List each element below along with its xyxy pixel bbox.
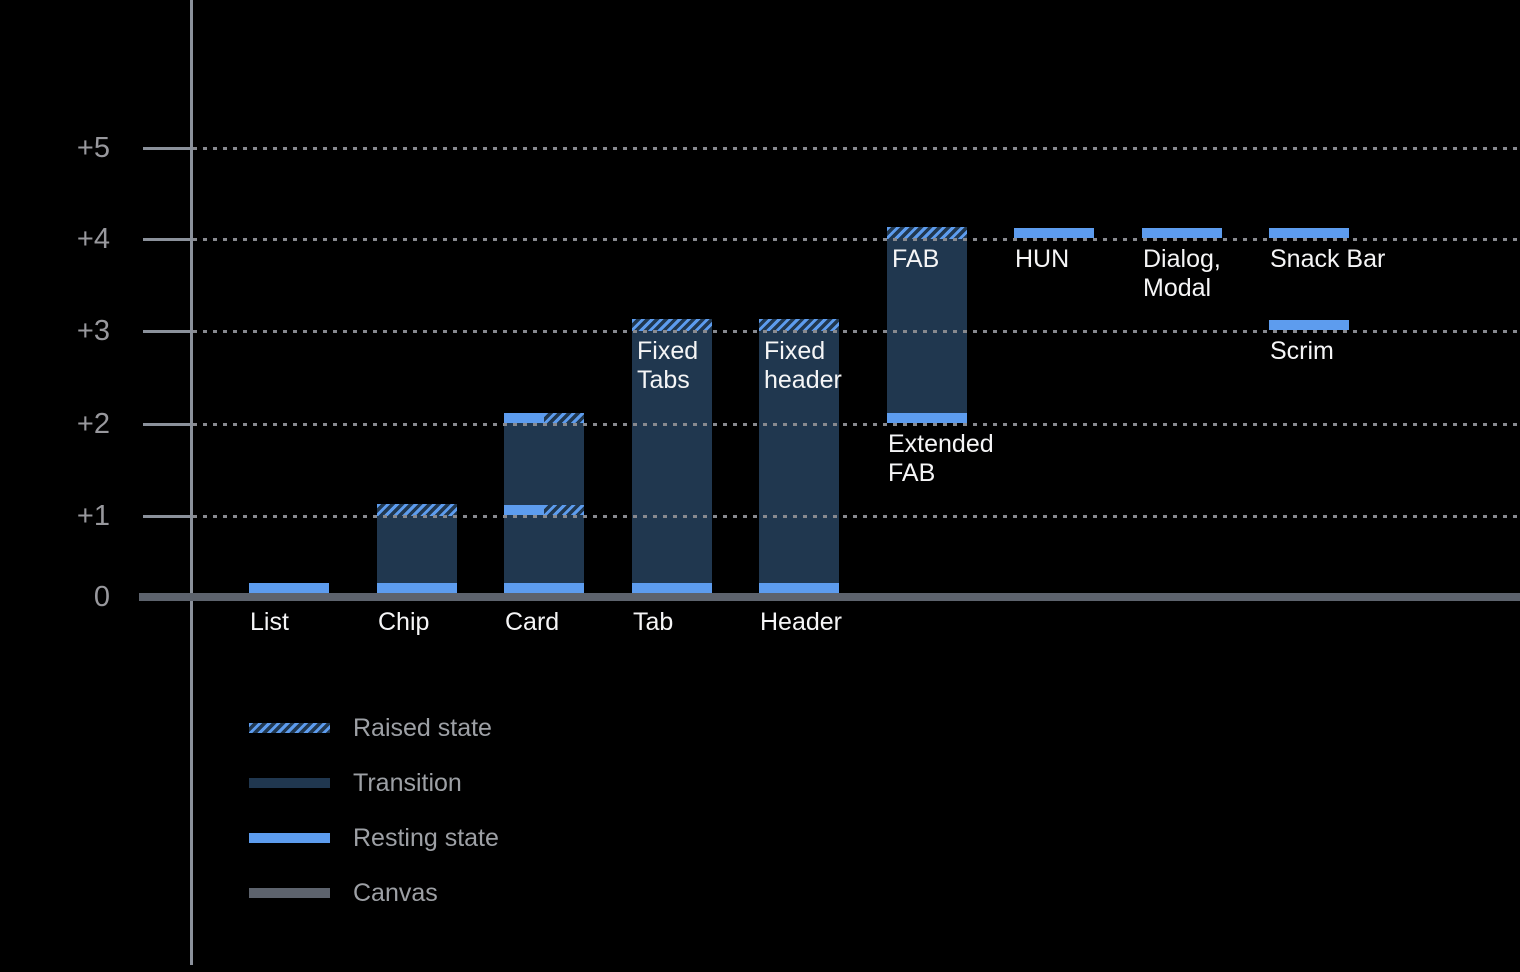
bar-header-transition	[759, 331, 839, 583]
inner-label-tab: Fixed Tabs	[637, 337, 699, 394]
tick-label-+5: +5	[76, 132, 110, 164]
raised-half	[544, 505, 584, 515]
bar-card-resting	[504, 583, 584, 593]
tick-mark-+5	[143, 147, 190, 150]
legend-item-transition: Transition	[249, 768, 499, 798]
bar-card-transition	[504, 423, 584, 583]
axis-label-header: Header	[760, 608, 842, 636]
bar-scrim-resting	[1269, 320, 1349, 330]
bar-fab-transition	[887, 239, 967, 413]
legend-label-canvas: Canvas	[353, 878, 438, 907]
tick-label-+4: +4	[76, 223, 110, 255]
bar-chip-resting	[377, 583, 457, 593]
bar-card-resting-raised	[504, 413, 584, 423]
tick-label-+2: +2	[76, 408, 110, 440]
resting-half	[504, 505, 544, 515]
transition-swatch	[249, 778, 330, 788]
bar-header-raised	[759, 319, 839, 331]
raised-half	[544, 413, 584, 423]
bar-tab-raised	[632, 319, 712, 331]
inner-label-fab: FAB	[892, 245, 940, 273]
bar-chip-raised	[377, 504, 457, 516]
bar-card-resting-raised	[504, 505, 584, 515]
tick-mark-+3	[143, 330, 190, 333]
tick-mark-+2	[143, 423, 190, 426]
below-label-fab: Extended FAB	[888, 430, 994, 487]
inner-label-header: Fixed header	[764, 337, 842, 394]
bar-chip-transition	[377, 516, 457, 583]
bar-dialog-modal-resting	[1142, 228, 1222, 238]
axis-label-tab: Tab	[633, 608, 674, 636]
legend-item-raised-state: Raised state	[249, 713, 499, 743]
legend-item-resting-state: Resting state	[249, 823, 499, 853]
y-axis-line	[190, 0, 193, 965]
bar-header-resting	[759, 583, 839, 593]
tick-mark-+1	[143, 515, 190, 518]
resting-state-swatch	[249, 833, 330, 843]
tick-mark-+4	[143, 238, 190, 241]
legend-label-transition: Transition	[353, 768, 462, 797]
tick-label-+1: +1	[76, 500, 110, 532]
canvas-baseline	[139, 593, 1520, 601]
axis-label-chip: Chip	[378, 608, 430, 636]
gridline-+2	[193, 423, 1520, 426]
bar-hun-resting	[1014, 228, 1094, 238]
under-label-scrim: Scrim	[1270, 337, 1334, 365]
gridline-+3	[193, 330, 1520, 333]
legend-label-raised-state: Raised state	[353, 713, 492, 742]
bar-fab-raised	[887, 227, 967, 239]
bar-list-resting	[249, 583, 329, 593]
legend-label-resting-state: Resting state	[353, 823, 499, 852]
gridline-+5	[193, 147, 1520, 150]
bar-tab-resting	[632, 583, 712, 593]
canvas-swatch	[249, 888, 330, 898]
gridline-+1	[193, 515, 1520, 518]
axis-label-list: List	[250, 608, 289, 636]
tick-label-0: 0	[93, 581, 110, 613]
legend-item-canvas: Canvas	[249, 878, 499, 908]
bar-fab-resting	[887, 413, 967, 423]
gridline-+4	[193, 238, 1520, 241]
resting-half	[504, 413, 544, 423]
under-label-dialog-modal: Dialog, Modal	[1143, 245, 1221, 302]
bar-snack-bar-resting	[1269, 228, 1349, 238]
axis-label-card: Card	[505, 608, 560, 636]
under-label-hun: HUN	[1015, 245, 1070, 273]
bar-tab-transition	[632, 331, 712, 583]
raised-state-swatch	[249, 723, 330, 733]
legend: Raised state Transition Resting state Ca…	[249, 713, 499, 908]
tick-label-+3: +3	[76, 315, 110, 347]
under-label-snack-bar: Snack Bar	[1270, 245, 1386, 273]
